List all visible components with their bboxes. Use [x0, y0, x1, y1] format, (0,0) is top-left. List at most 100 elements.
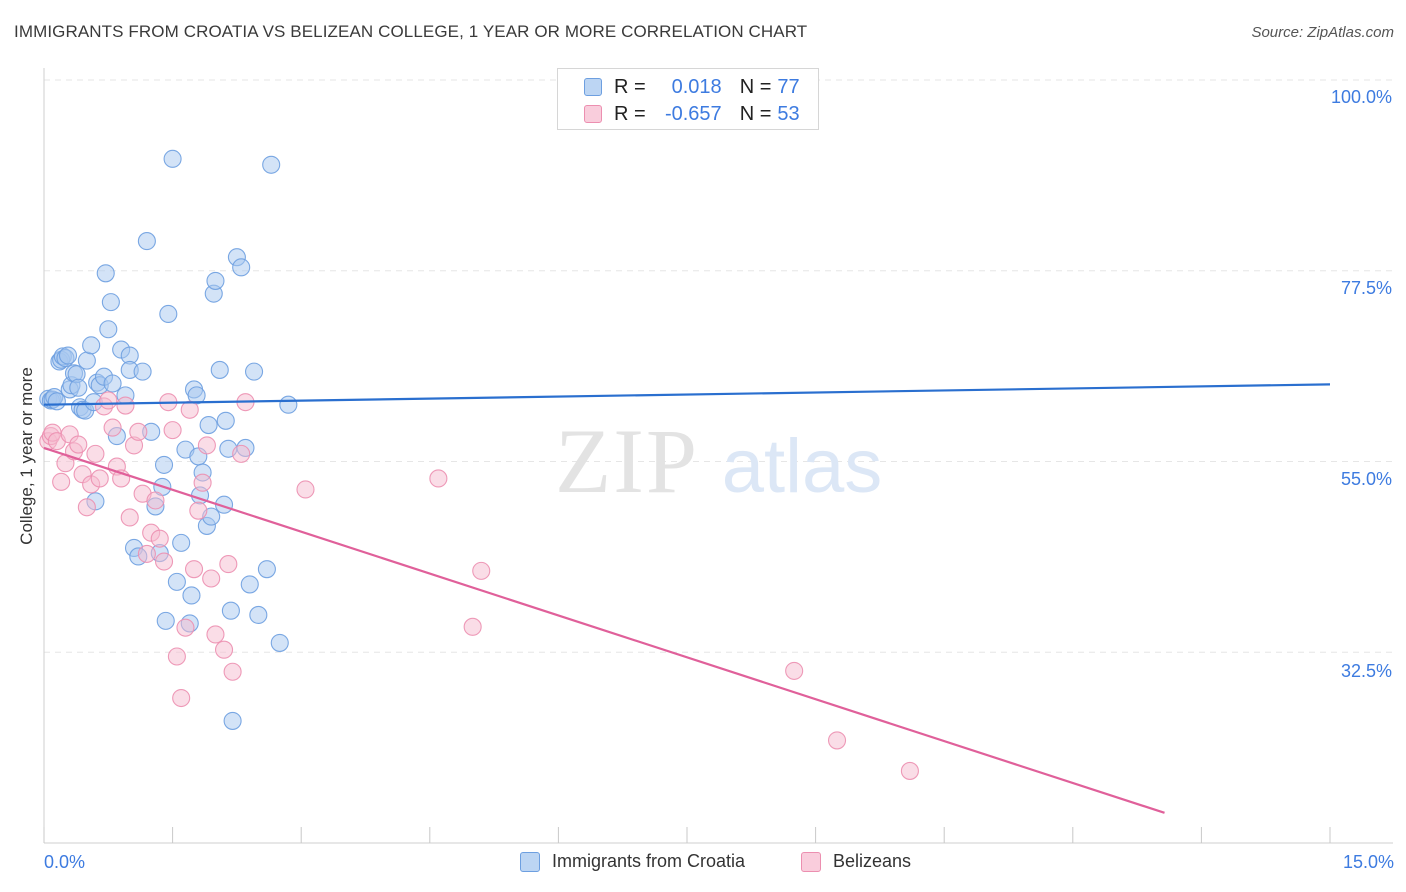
data-point — [180, 400, 199, 419]
series-belize-points — [39, 391, 919, 780]
data-point — [167, 572, 186, 591]
data-point — [182, 586, 201, 605]
data-point — [172, 533, 191, 552]
data-point — [86, 444, 105, 463]
data-point — [146, 491, 165, 510]
data-point — [172, 688, 191, 708]
y-tick-label-55: 55.0% — [1340, 469, 1392, 489]
data-point — [101, 293, 120, 312]
data-point — [154, 455, 174, 474]
belize-legend-label: Belizeans — [833, 851, 912, 871]
data-point — [206, 271, 225, 290]
croatia-swatch — [584, 78, 602, 96]
data-point — [244, 362, 264, 381]
data-point — [103, 374, 122, 393]
x-tick-label-min: 0.0% — [44, 852, 86, 872]
watermark-atlas: atlas — [722, 424, 883, 509]
data-point — [221, 601, 240, 620]
data-point — [262, 155, 281, 174]
data-point — [96, 264, 115, 283]
gridlines — [44, 79, 1393, 653]
data-point — [232, 444, 251, 463]
legend-item-croatia: Immigrants from Croatia — [520, 851, 745, 872]
data-point — [99, 391, 118, 410]
series-croatia-points — [39, 149, 298, 730]
data-point — [279, 395, 298, 414]
data-point — [159, 304, 178, 324]
data-point — [240, 575, 259, 594]
data-point — [216, 411, 235, 430]
data-point — [184, 560, 204, 579]
trend-lines — [43, 383, 1331, 814]
legend-item-belize: Belizeans — [801, 851, 911, 872]
data-point — [232, 258, 251, 277]
croatia-n-value: 77 — [777, 75, 800, 98]
data-point — [296, 480, 315, 499]
data-point — [47, 392, 66, 411]
watermark: ZIP atlas — [555, 410, 882, 512]
data-point — [167, 647, 186, 666]
data-point — [82, 336, 101, 355]
data-point — [77, 351, 96, 370]
data-point — [472, 561, 491, 580]
data-point — [257, 560, 276, 579]
data-point — [58, 346, 78, 365]
croatia-legend-swatch — [520, 851, 540, 872]
data-point — [199, 415, 218, 435]
data-point — [189, 501, 208, 520]
y-tick-label-100: 100.0% — [1330, 87, 1392, 107]
data-point — [197, 436, 216, 455]
data-point — [219, 555, 238, 574]
data-point — [900, 761, 919, 780]
trend-line-croatia — [43, 383, 1331, 406]
data-point — [137, 544, 156, 563]
watermark-zip: ZIP — [555, 410, 699, 512]
data-point — [156, 611, 175, 630]
belize-legend-swatch — [801, 851, 821, 872]
data-point — [176, 618, 195, 637]
data-point — [193, 473, 212, 492]
croatia-r-value: 0.018 — [671, 75, 722, 98]
belize-n-value: 53 — [777, 102, 800, 125]
data-point — [69, 435, 88, 454]
y-axis-label: College, 1 year or more — [17, 367, 36, 545]
data-point — [150, 529, 169, 548]
data-point — [77, 498, 96, 517]
legend-row-belize: R = -0.657 N = 53 — [584, 102, 800, 126]
axes — [43, 68, 1393, 844]
chart-title: IMMIGRANTS FROM CROATIA VS BELIZEAN COLL… — [14, 22, 808, 41]
belize-r-value: -0.657 — [664, 102, 722, 125]
data-point — [99, 320, 118, 339]
data-point — [206, 625, 225, 644]
series-legend: Immigrants from Croatia Belizeans — [0, 851, 1406, 877]
n-label: N = — [739, 102, 772, 125]
y-tick-label-77-5: 77.5% — [1340, 278, 1392, 298]
n-label: N = — [739, 75, 772, 98]
data-point — [210, 360, 229, 379]
x-tick-label-max: 15.0% — [1342, 852, 1394, 872]
data-point — [249, 605, 268, 624]
data-point — [214, 640, 234, 659]
data-point — [69, 378, 88, 397]
belize-swatch — [584, 105, 602, 123]
trend-line-belize — [43, 446, 1165, 814]
data-point — [129, 422, 148, 441]
data-point — [785, 661, 804, 680]
y-tick-label-32-5: 32.5% — [1340, 661, 1392, 681]
croatia-legend-label: Immigrants from Croatia — [552, 851, 746, 871]
r-label: R = — [614, 102, 646, 125]
data-point — [223, 662, 242, 681]
data-point — [116, 396, 135, 415]
source-credit: Source: ZipAtlas.com — [1251, 24, 1394, 41]
r-label: R = — [614, 75, 646, 98]
data-point — [163, 421, 182, 440]
data-point — [90, 469, 109, 488]
data-point — [202, 569, 221, 588]
correlation-legend: R = 0.018 N = 77 R = -0.657 N = 53 — [557, 68, 819, 130]
data-point — [187, 386, 206, 405]
data-point — [52, 472, 71, 491]
data-point — [137, 232, 156, 251]
data-point — [463, 617, 482, 636]
data-point — [154, 552, 174, 571]
